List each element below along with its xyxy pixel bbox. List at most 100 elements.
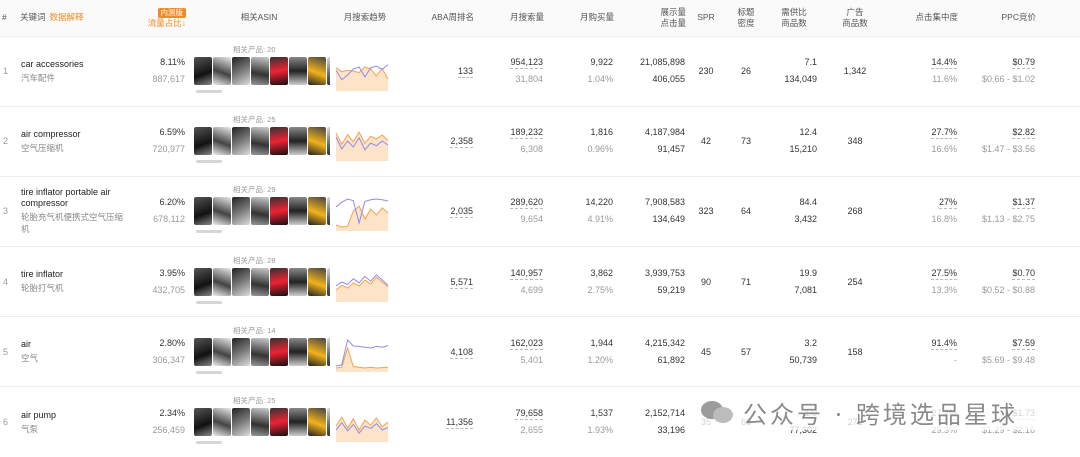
header-monthly-purchase[interactable]: 月购买量: [546, 0, 616, 37]
keyword-en[interactable]: car accessories: [21, 58, 84, 69]
keyword-en[interactable]: air compressor: [21, 128, 81, 139]
product-thumbnail[interactable]: [194, 337, 212, 366]
thumbnail-scrollbar[interactable]: [196, 441, 222, 445]
keyword-cell[interactable]: tire inflator 轮胎打气机: [18, 247, 128, 317]
keyword-cell[interactable]: tire inflator portable air compressor 轮胎充…: [18, 176, 128, 246]
table-row[interactable]: 2 air compressor 空气压缩机 6.59% 720,977 相关产品: 25…: [0, 106, 1080, 177]
search-volume[interactable]: 289,620: [510, 197, 543, 210]
header-click-concentration[interactable]: 点击集中度: [890, 0, 960, 37]
related-products-count[interactable]: 相关产品: 28: [233, 255, 276, 265]
product-thumbnail[interactable]: [213, 408, 231, 437]
product-thumbnail[interactable]: [251, 408, 269, 437]
product-thumbnail[interactable]: [270, 408, 288, 437]
product-thumbnail[interactable]: [270, 197, 288, 226]
click-concentration[interactable]: 14.4%: [931, 57, 957, 70]
data-explain-link[interactable]: 数据解释: [49, 12, 84, 23]
product-thumbnail[interactable]: [213, 57, 231, 86]
aba-rank[interactable]: 2,035: [450, 206, 473, 219]
click-concentration[interactable]: 27.7%: [931, 127, 957, 140]
search-volume[interactable]: 189,232: [510, 127, 543, 140]
sort-down-icon[interactable]: ↓: [181, 17, 186, 28]
related-products-count[interactable]: 相关产品: 25: [233, 115, 276, 125]
keyword-cell[interactable]: air 空气: [18, 317, 128, 387]
product-thumbnail[interactable]: [308, 57, 326, 86]
click-concentration[interactable]: 27.5%: [931, 267, 957, 280]
thumbnail-scrollbar[interactable]: [196, 160, 222, 164]
header-traffic-share[interactable]: 内测版 流量占比↓: [128, 0, 188, 37]
product-thumbnail[interactable]: [194, 197, 212, 226]
aba-rank[interactable]: 133: [457, 66, 473, 79]
thumbnail-scrollbar[interactable]: [196, 300, 222, 304]
product-thumbnail[interactable]: [251, 127, 269, 156]
product-thumbnail[interactable]: [194, 57, 212, 86]
aba-rank[interactable]: 2,358: [450, 136, 473, 149]
product-thumbnail[interactable]: [232, 267, 250, 296]
product-thumbnail[interactable]: [251, 337, 269, 366]
table-row[interactable]: 1 car accessories 汽车配件 8.11% 887,617 相关产品: 20…: [0, 36, 1080, 107]
header-ad-products[interactable]: 广告 商品数: [820, 0, 890, 37]
monthly-trend-chart[interactable]: [333, 259, 391, 305]
aba-rank[interactable]: 11,356: [446, 417, 473, 430]
product-thumbnail[interactable]: [289, 197, 307, 226]
product-thumbnail[interactable]: [251, 197, 269, 226]
thumbnail-scrollbar[interactable]: [196, 370, 222, 374]
related-products-count[interactable]: 相关产品: 25: [233, 396, 276, 406]
product-thumbnail[interactable]: [270, 337, 288, 366]
product-thumbnail[interactable]: [232, 408, 250, 437]
header-aba-rank[interactable]: ABA周排名: [400, 0, 476, 37]
product-thumbnail[interactable]: [213, 197, 231, 226]
search-volume[interactable]: 162,023: [510, 337, 543, 350]
product-thumbnail[interactable]: [289, 408, 307, 437]
header-ppc-bid[interactable]: PPC竞价: [960, 0, 1038, 37]
product-thumbnail[interactable]: [213, 337, 231, 366]
product-thumbnail[interactable]: [289, 337, 307, 366]
product-thumbnail[interactable]: [289, 267, 307, 296]
header-spr[interactable]: SPR: [688, 0, 724, 37]
product-thumbnail[interactable]: [194, 267, 212, 296]
product-thumbnail[interactable]: [270, 57, 288, 86]
monthly-trend-chart[interactable]: [333, 188, 391, 234]
product-thumbnail[interactable]: [289, 127, 307, 156]
product-thumbnail[interactable]: [327, 267, 330, 296]
product-thumbnail[interactable]: [308, 408, 326, 437]
thumbnail-scrollbar[interactable]: [196, 230, 222, 234]
aba-rank[interactable]: 4,108: [450, 346, 473, 359]
keyword-en[interactable]: tire inflator: [21, 269, 64, 280]
product-thumbnail[interactable]: [327, 197, 330, 226]
keyword-cell[interactable]: air pump 气泵: [18, 387, 128, 457]
product-thumbnail[interactable]: [232, 57, 250, 86]
keyword-en[interactable]: tire inflator portable air compressor: [21, 187, 111, 209]
click-concentration[interactable]: 91.4%: [931, 337, 957, 350]
monthly-trend-chart[interactable]: [333, 329, 391, 375]
search-volume[interactable]: 79,658: [515, 408, 543, 421]
keyword-en[interactable]: air: [21, 339, 32, 350]
click-concentration[interactable]: 27%: [938, 197, 957, 210]
product-thumbnail[interactable]: [232, 337, 250, 366]
aba-rank[interactable]: 5,571: [450, 276, 473, 289]
search-volume[interactable]: 140,957: [510, 267, 543, 280]
table-row[interactable]: 4 tire inflator 轮胎打气机 3.95% 432,705 相关产品: 28 5…: [0, 247, 1080, 317]
product-thumbnail[interactable]: [308, 337, 326, 366]
related-products-count[interactable]: 相关产品: 29: [233, 185, 276, 195]
product-thumbnail[interactable]: [270, 267, 288, 296]
ppc-bid[interactable]: $7.59: [1012, 337, 1035, 350]
header-impressions-clicks[interactable]: 展示量 点击量: [616, 0, 688, 37]
search-volume[interactable]: 954,123: [510, 57, 543, 70]
ppc-bid[interactable]: $0.70: [1012, 267, 1035, 280]
keyword-en[interactable]: air pump: [21, 409, 57, 420]
product-thumbnail[interactable]: [308, 197, 326, 226]
product-thumbnail[interactable]: [232, 197, 250, 226]
ppc-bid[interactable]: $1.37: [1012, 197, 1035, 210]
thumbnail-scrollbar[interactable]: [196, 90, 222, 94]
product-thumbnail[interactable]: [213, 267, 231, 296]
product-thumbnail[interactable]: [251, 57, 269, 86]
product-thumbnail[interactable]: [327, 57, 330, 86]
monthly-trend-chart[interactable]: [333, 48, 391, 94]
table-row[interactable]: 3 tire inflator portable air compressor 轮胎…: [0, 176, 1080, 247]
product-thumbnail[interactable]: [270, 127, 288, 156]
product-thumbnail[interactable]: [232, 127, 250, 156]
product-thumbnail[interactable]: [327, 127, 330, 156]
product-thumbnail[interactable]: [194, 127, 212, 156]
ppc-bid[interactable]: $2.82: [1012, 127, 1035, 140]
product-thumbnail[interactable]: [251, 267, 269, 296]
